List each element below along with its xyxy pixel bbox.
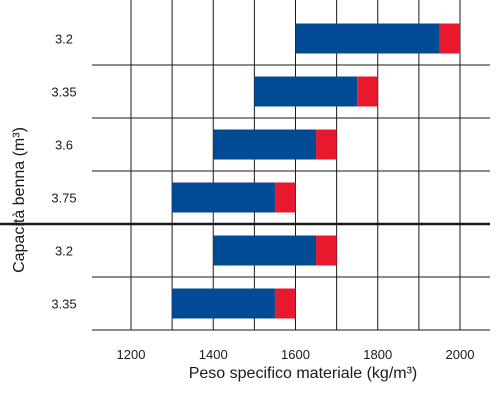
bar-main-segment	[295, 23, 440, 54]
bar-end-segment	[274, 288, 296, 319]
bar-main-segment	[172, 182, 275, 213]
bars	[172, 23, 460, 319]
bar-main-segment	[213, 235, 317, 266]
y-tick-label: 3.75	[51, 191, 76, 206]
x-tick-label: 1600	[281, 347, 310, 362]
bar-end-segment	[316, 129, 337, 160]
bar-end-segment	[274, 182, 296, 213]
x-tick-label: 2000	[446, 347, 475, 362]
x-tick-labels: 1200 1400 1600 1800 2000	[117, 347, 475, 362]
grid	[0, 0, 490, 331]
bar-main-segment	[254, 76, 358, 107]
x-tick-label: 1800	[363, 347, 392, 362]
x-tick-label: 1200	[117, 347, 146, 362]
y-tick-label: 3.35	[51, 297, 76, 312]
x-axis-title: Peso specifico materiale (kg/m³)	[189, 365, 418, 382]
y-tick-labels: 3.2 3.35 3.6 3.75 3.2 3.35	[51, 32, 76, 312]
bar-main-segment	[172, 288, 275, 319]
bar-end-segment	[439, 23, 460, 54]
bar-main-segment	[213, 129, 317, 160]
y-axis-title: Capacità benna (m³)	[11, 127, 28, 273]
bar-end-segment	[316, 235, 337, 266]
y-tick-label: 3.2	[55, 32, 73, 47]
y-tick-label: 3.2	[55, 244, 73, 259]
y-tick-label: 3.6	[55, 138, 73, 153]
x-tick-label: 1400	[199, 347, 228, 362]
bar-end-segment	[357, 76, 378, 107]
y-tick-label: 3.35	[51, 85, 76, 100]
